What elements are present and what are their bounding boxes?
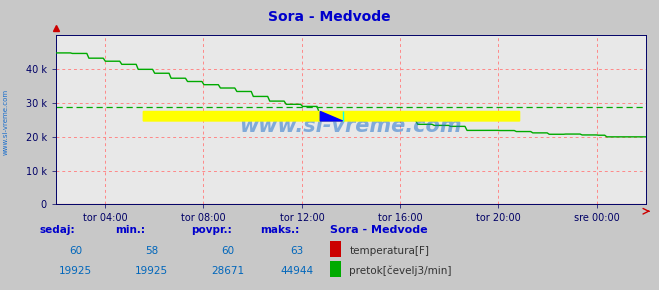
Text: 60: 60 bbox=[69, 246, 82, 256]
Text: 63: 63 bbox=[290, 246, 303, 256]
FancyBboxPatch shape bbox=[143, 111, 519, 121]
Text: maks.:: maks.: bbox=[260, 225, 300, 235]
Text: min.:: min.: bbox=[115, 225, 146, 235]
Text: sedaj:: sedaj: bbox=[40, 225, 75, 235]
Polygon shape bbox=[320, 111, 343, 121]
Text: pretok[čevelj3/min]: pretok[čevelj3/min] bbox=[349, 266, 452, 276]
Text: temperatura[F]: temperatura[F] bbox=[349, 246, 429, 256]
Text: Sora - Medvode: Sora - Medvode bbox=[330, 225, 427, 235]
Text: www.si-vreme.com: www.si-vreme.com bbox=[240, 116, 462, 136]
Text: 19925: 19925 bbox=[135, 266, 168, 276]
Text: 28671: 28671 bbox=[211, 266, 244, 276]
Text: 60: 60 bbox=[221, 246, 234, 256]
Text: povpr.:: povpr.: bbox=[191, 225, 232, 235]
Text: www.si-vreme.com: www.si-vreme.com bbox=[2, 89, 9, 155]
Text: 58: 58 bbox=[145, 246, 158, 256]
Text: Sora - Medvode: Sora - Medvode bbox=[268, 10, 391, 24]
Text: 19925: 19925 bbox=[59, 266, 92, 276]
Text: 44944: 44944 bbox=[280, 266, 313, 276]
